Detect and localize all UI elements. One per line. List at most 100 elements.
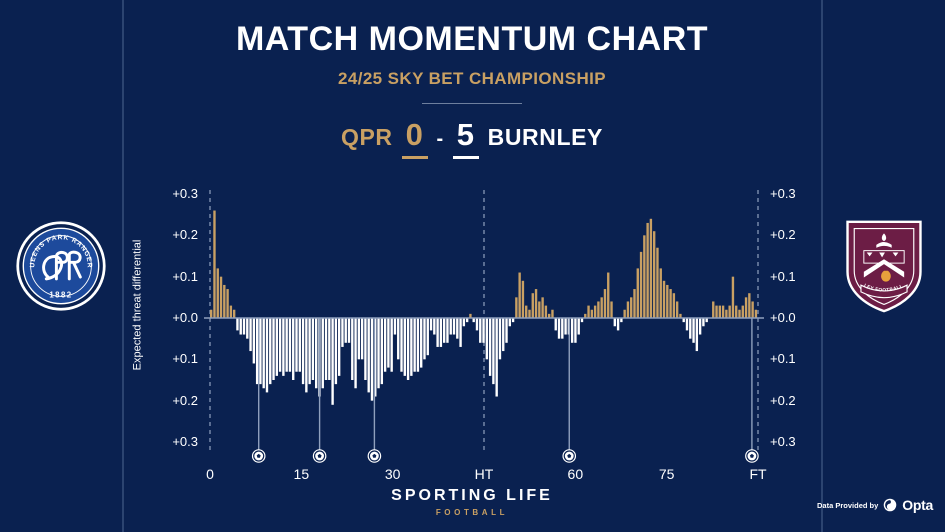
momentum-bar	[587, 305, 590, 318]
momentum-bar	[216, 268, 219, 318]
momentum-bar	[482, 318, 485, 343]
momentum-bar	[475, 318, 479, 331]
momentum-bar	[603, 289, 607, 318]
momentum-bar	[492, 318, 495, 385]
momentum-bar	[659, 268, 662, 318]
momentum-bar	[538, 301, 541, 318]
momentum-bar	[698, 318, 702, 335]
momentum-bar	[531, 293, 534, 318]
momentum-bar	[728, 305, 731, 318]
momentum-bar	[449, 318, 452, 335]
momentum-bar	[656, 247, 659, 318]
momentum-bar	[219, 276, 223, 318]
momentum-bar	[735, 305, 738, 318]
momentum-bar	[308, 318, 311, 385]
y-axis-tick-left: +0.0	[172, 310, 198, 325]
momentum-bar	[298, 318, 301, 372]
x-axis-tick-15: 15	[293, 466, 310, 482]
momentum-bar	[725, 309, 728, 318]
y-axis-tick-left: +0.3	[172, 186, 198, 201]
momentum-bar	[315, 318, 318, 389]
momentum-bar	[485, 318, 489, 360]
momentum-bar	[416, 318, 420, 372]
momentum-bar	[278, 318, 282, 372]
momentum-bar	[341, 318, 344, 347]
momentum-bar	[236, 318, 239, 331]
momentum-bar	[429, 318, 433, 331]
momentum-bar	[321, 318, 324, 389]
y-axis-tick-left: +0.1	[172, 268, 198, 284]
y-axis-tick-left: +0.2	[172, 392, 198, 408]
momentum-bar	[380, 318, 384, 385]
momentum-bar	[383, 318, 387, 372]
momentum-bar	[347, 318, 351, 343]
momentum-bar	[744, 297, 748, 318]
momentum-bar	[748, 293, 751, 318]
momentum-bar	[590, 309, 594, 318]
momentum-bar	[488, 318, 492, 376]
momentum-bar	[525, 305, 528, 318]
momentum-bar	[626, 301, 630, 318]
momentum-bar	[731, 276, 735, 318]
momentum-bar	[712, 301, 715, 318]
momentum-bar	[387, 318, 390, 368]
momentum-bar	[613, 318, 616, 327]
momentum-bar	[242, 318, 246, 335]
momentum-bar	[672, 293, 676, 318]
momentum-bar	[331, 318, 334, 405]
momentum-bar	[692, 318, 695, 343]
momentum-bar	[406, 318, 410, 380]
momentum-bar	[301, 318, 305, 385]
momentum-bar	[265, 318, 269, 393]
momentum-bar	[255, 318, 259, 385]
momentum-bar	[623, 309, 626, 318]
football-icon[interactable]	[367, 449, 382, 463]
x-axis-tick-FT: FT	[749, 466, 767, 482]
momentum-bar	[741, 305, 744, 318]
momentum-bar	[679, 313, 682, 318]
qpr-badge-icon: QUEENS PARK RANGERS 1882	[15, 220, 106, 311]
brand-footer: SPORTING LIFE FOOTBALL	[122, 487, 822, 517]
momentum-bar	[370, 318, 374, 401]
burnley-badge-icon: BURNLEY FOOTBALL CLUB	[843, 218, 922, 313]
momentum-bar	[413, 318, 416, 372]
momentum-bar	[511, 318, 515, 323]
momentum-bar	[715, 305, 718, 318]
x-axis-tick-75: 75	[658, 466, 675, 482]
home-team-name: QPR	[341, 124, 393, 150]
momentum-bar	[229, 305, 233, 318]
x-axis-tick-0: 0	[206, 466, 214, 482]
momentum-bar	[390, 318, 393, 372]
momentum-bar	[295, 318, 298, 372]
momentum-bar	[528, 309, 531, 318]
momentum-bar	[666, 284, 669, 318]
momentum-bar	[479, 318, 482, 343]
momentum-bar	[436, 318, 439, 347]
momentum-bar	[610, 301, 613, 318]
away-team-badge-container: BURNLEY FOOTBALL CLUB	[823, 196, 945, 336]
right-divider	[821, 0, 823, 532]
momentum-bar	[469, 313, 472, 318]
momentum-bar	[462, 318, 466, 327]
momentum-bar	[498, 318, 502, 360]
momentum-bar	[459, 318, 462, 347]
momentum-bar	[580, 318, 584, 323]
momentum-bar	[584, 313, 587, 318]
x-axis-tick-HT: HT	[474, 466, 494, 482]
momentum-bar	[561, 318, 564, 339]
y-axis-tick-right: +0.1	[770, 268, 796, 284]
momentum-bar	[272, 318, 275, 380]
football-icon[interactable]	[312, 449, 327, 463]
football-icon[interactable]	[745, 449, 759, 463]
momentum-bar	[367, 318, 370, 393]
momentum-bar	[577, 318, 580, 335]
score-separator: -	[436, 128, 444, 150]
momentum-bar	[393, 318, 397, 335]
right-side-panel: BURNLEY FOOTBALL CLUB	[823, 0, 945, 532]
data-provider-name: Opta	[902, 497, 933, 513]
momentum-bar	[554, 318, 557, 331]
football-icon[interactable]	[251, 449, 266, 463]
momentum-bar	[213, 210, 216, 318]
football-icon[interactable]	[562, 449, 577, 463]
momentum-bar	[292, 318, 295, 380]
